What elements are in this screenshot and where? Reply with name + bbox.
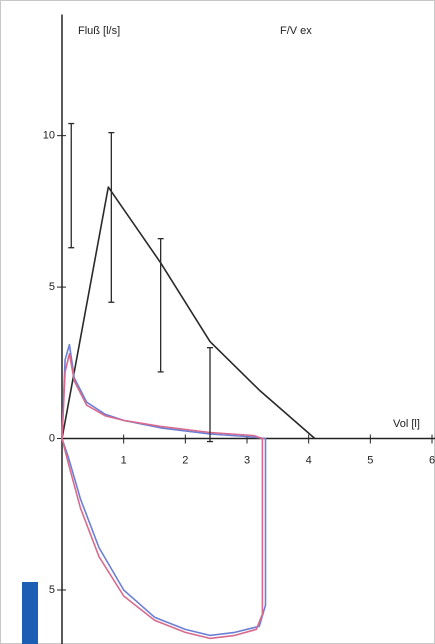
x-tick-label: 6	[429, 454, 435, 466]
side-bar	[22, 582, 38, 644]
series-line	[61, 186, 316, 440]
y-axis-label: Fluß [l/s]	[78, 25, 120, 37]
x-tick-label: 2	[182, 454, 188, 466]
y-tick-label: 10	[43, 130, 55, 142]
x-tick-label: 1	[121, 454, 127, 466]
x-tick-label: 5	[367, 454, 373, 466]
series-line	[61, 343, 267, 637]
error-bar	[108, 131, 115, 303]
x-tick-label: 3	[244, 454, 250, 466]
series-line	[61, 352, 264, 640]
y-tick-label: 0	[49, 432, 55, 444]
error-bar	[157, 237, 164, 373]
y-tick-label: 5	[49, 584, 55, 596]
x-tick-label: 4	[306, 454, 312, 466]
y-tick-label: 5	[49, 281, 55, 293]
error-bar	[207, 347, 213, 443]
x-axis-label: Vol [l]	[393, 418, 420, 430]
error-bar	[68, 122, 75, 249]
chart-title: F/V ex	[280, 25, 312, 37]
